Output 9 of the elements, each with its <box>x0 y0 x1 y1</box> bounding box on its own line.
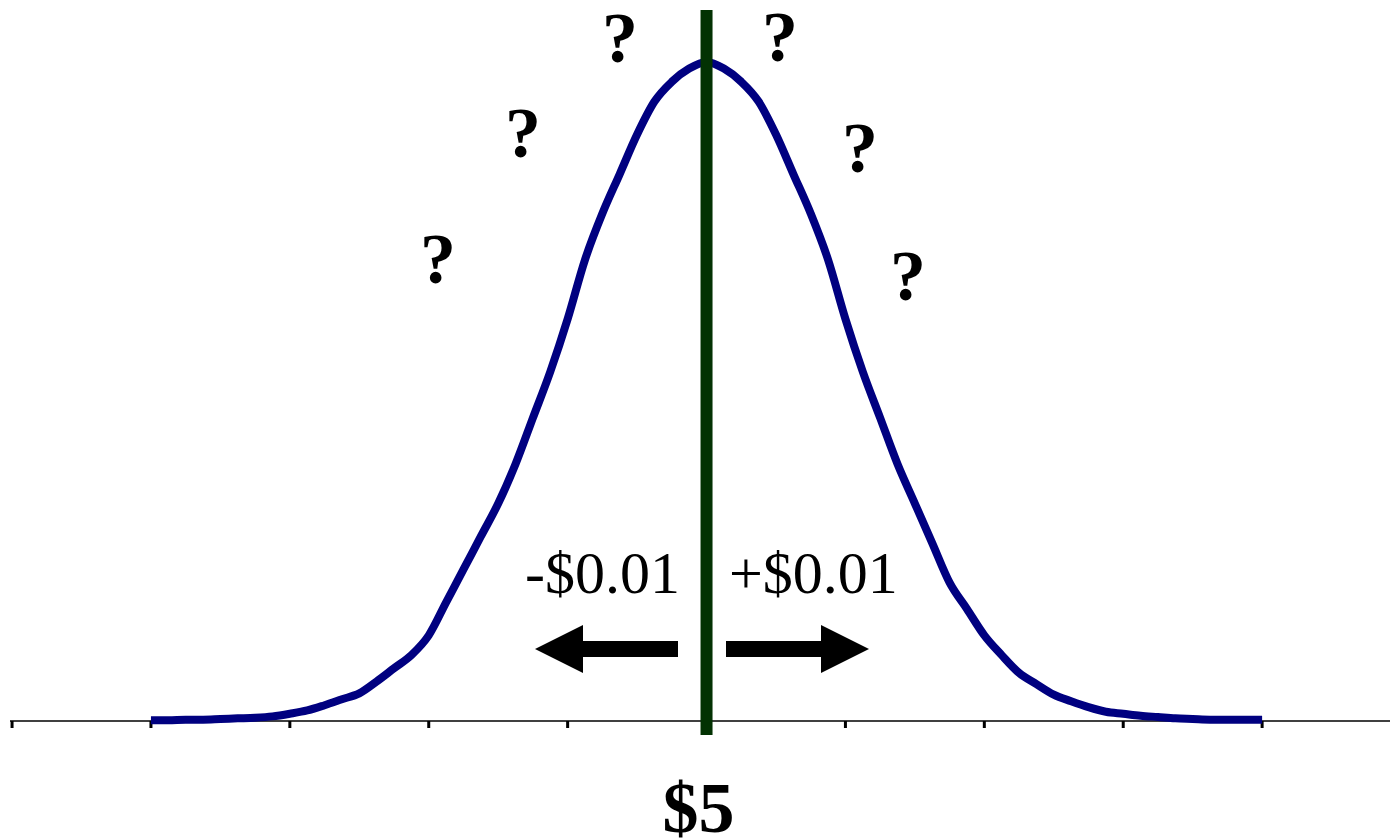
annotation: ? <box>602 0 638 78</box>
annotation: -$0.01 <box>525 540 680 606</box>
annotation: ? <box>505 93 541 173</box>
annotation: ? <box>762 0 798 77</box>
annotation: ? <box>890 236 926 316</box>
annotation: ? <box>420 219 456 299</box>
annotation: +$0.01 <box>729 540 898 606</box>
text: $5 <box>662 768 735 839</box>
annotation: ? <box>842 108 878 188</box>
